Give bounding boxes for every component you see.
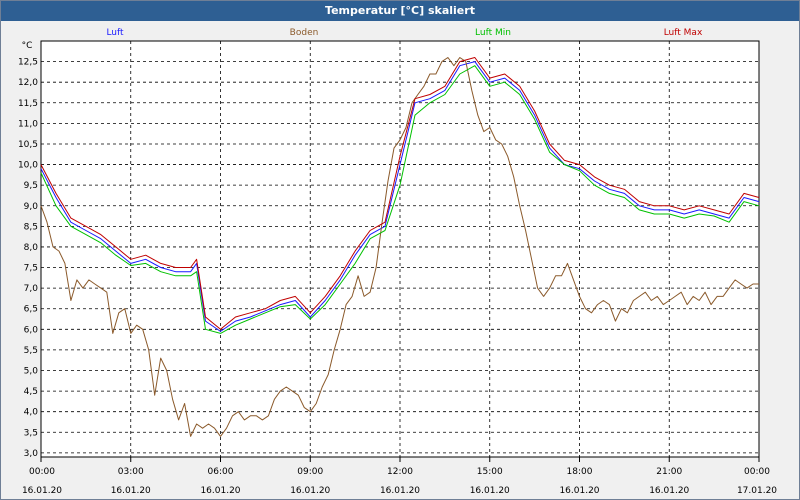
y-tick-label: 5,5 — [24, 346, 38, 356]
y-tick-label: 4,0 — [24, 408, 39, 418]
legend-item-luft-max: Luft Max — [664, 28, 703, 38]
x-tick-time-label: 09:00 — [297, 467, 323, 477]
x-tick-time-label: 00:00 — [744, 467, 770, 477]
series-line-luft-min — [40, 65, 760, 334]
x-tick-date-label: 16.01.20 — [649, 486, 689, 496]
x-tick-date-label: 16.01.20 — [380, 486, 420, 496]
series-line-luft — [40, 61, 760, 332]
y-tick-label: 3,0 — [24, 449, 39, 459]
y-tick-label: 9,5 — [24, 181, 38, 191]
y-tick-label: 10,0 — [18, 161, 38, 171]
y-tick-label: 8,0 — [24, 243, 39, 253]
y-tick-label: 6,0 — [24, 325, 39, 335]
y-tick-label: 11,5 — [18, 99, 38, 109]
x-tick-time-label: 21:00 — [656, 467, 682, 477]
temperature-chart: 3,0 3,5 4,0 4,5 5,0 5,5 6,0 6,5 7,0 7,5 8,0 8,5 9,0 9… — [18, 28, 777, 496]
y-tick-label: 12,5 — [18, 58, 38, 68]
x-tick-time-label: 00:00 — [29, 467, 55, 477]
y-tick-label: 7,5 — [24, 264, 38, 274]
x-tick-date-label: 16.01.20 — [290, 486, 330, 496]
legend-item-luft: Luft — [106, 28, 124, 38]
y-tick-label: 11,0 — [18, 119, 38, 129]
x-tick-date-label: 16.01.20 — [22, 486, 62, 496]
y-tick-label: 5,0 — [24, 367, 39, 377]
legend-item-boden: Boden — [290, 28, 319, 38]
y-tick-label: 10,5 — [18, 140, 38, 150]
x-tick-date-label: 17.01.20 — [737, 486, 777, 496]
series-lines — [40, 57, 760, 437]
series-line-luft-max — [40, 57, 760, 330]
x-tick-time-label: 12:00 — [387, 467, 413, 477]
y-tick-label: 12,0 — [18, 78, 38, 88]
legend-item-luft-min: Luft Min — [475, 28, 511, 38]
y-tick-label: 8,5 — [24, 222, 38, 232]
x-tick-time-label: 18:00 — [567, 467, 593, 477]
y-tick-label: 9,0 — [24, 202, 39, 212]
y-tick-label: 6,5 — [24, 305, 38, 315]
y-axis-unit-label: °C — [22, 41, 33, 51]
x-tick-date-label: 16.01.20 — [559, 486, 599, 496]
x-tick-date-label: 16.01.20 — [200, 486, 240, 496]
x-tick-date-label: 16.01.20 — [470, 486, 510, 496]
y-tick-label: 7,0 — [24, 284, 39, 294]
plot-area — [40, 40, 760, 458]
y-tick-label: 4,5 — [24, 387, 38, 397]
y-tick-label: 3,5 — [24, 428, 38, 438]
x-tick-time-label: 03:00 — [118, 467, 144, 477]
x-tick-date-label: 16.01.20 — [111, 486, 151, 496]
axes: 3,0 3,5 4,0 4,5 5,0 5,5 6,0 6,5 7,0 7,5 8,0 8,5 9,0 9… — [18, 41, 777, 496]
chart-title: Temperatur [°C] skaliert — [1, 1, 799, 21]
series-line-boden — [40, 57, 759, 437]
legend: Luft Boden Luft Min Luft Max — [106, 28, 703, 38]
x-tick-time-label: 06:00 — [208, 467, 234, 477]
x-tick-time-label: 15:00 — [477, 467, 503, 477]
